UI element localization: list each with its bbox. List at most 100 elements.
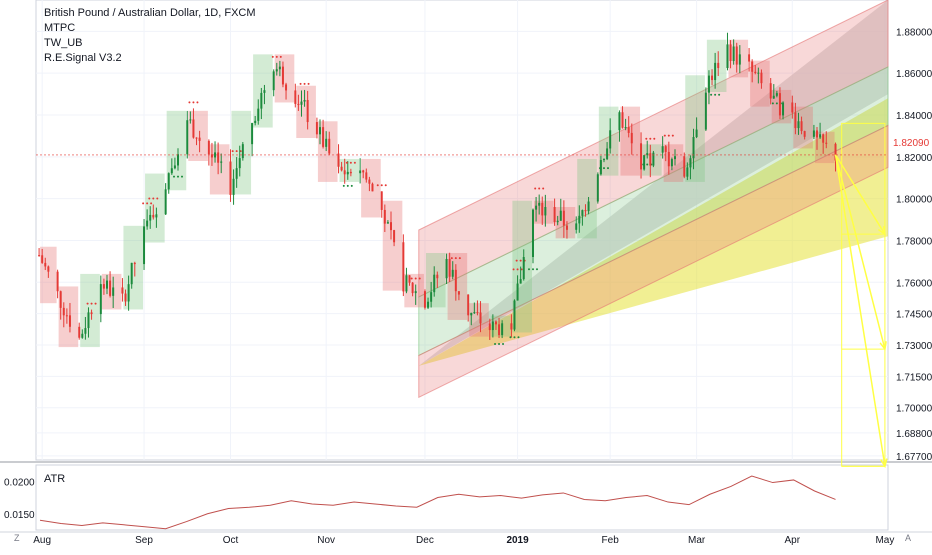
x-tick-label: 2019 (506, 535, 529, 546)
candle-body (454, 269, 457, 292)
candle-body (782, 102, 785, 116)
candle-body (112, 287, 115, 296)
candle-body (812, 130, 815, 137)
atr-label[interactable]: ATR (44, 473, 66, 485)
last-price-tag: 1.82090 (890, 137, 932, 151)
candle-body (393, 230, 396, 243)
candle-body (359, 170, 362, 174)
signal-dot (418, 277, 421, 280)
candle-body (189, 119, 192, 121)
candle-body (726, 44, 729, 69)
candle-body (470, 312, 473, 316)
x-tick-label: Dec (416, 535, 434, 546)
y-tick-label: 1.80000 (896, 195, 932, 206)
candle-body (164, 189, 167, 215)
candle-body (596, 174, 599, 202)
signal-dot (146, 202, 149, 205)
candle-body (238, 158, 241, 169)
indicator-mtpc[interactable]: MTPC (44, 22, 76, 34)
signal-dot (384, 184, 387, 187)
candle-body (44, 262, 47, 267)
atr-pane (35, 464, 889, 531)
candle-body (383, 209, 386, 224)
range-box (577, 158, 597, 239)
x-tick-label: Sep (135, 535, 153, 546)
candle-body (704, 92, 707, 130)
candle-body (587, 201, 590, 212)
candle-body (609, 130, 612, 149)
candle-body (729, 44, 732, 62)
candle-body (624, 127, 627, 129)
candle-body (430, 292, 433, 302)
signal-dot (646, 163, 649, 166)
candle-body (488, 323, 491, 331)
candle-body (467, 294, 470, 316)
range-box (274, 54, 295, 103)
candle-body (362, 170, 365, 173)
candle-body (834, 143, 837, 161)
candle-body (760, 72, 763, 84)
candle-body (738, 54, 741, 65)
signal-dot (536, 268, 538, 271)
candle-body (294, 90, 297, 104)
candle-body (649, 153, 652, 166)
candle-body (192, 119, 195, 138)
candle-body (578, 215, 581, 224)
candle-body (405, 275, 408, 292)
signal-dot (599, 167, 601, 170)
signal-dot (645, 137, 648, 140)
signal-dot (519, 259, 522, 262)
symbol-title[interactable]: British Pound / Australian Dollar, 1D, F… (44, 7, 256, 19)
candle-body (319, 127, 321, 135)
candle-body (686, 167, 689, 177)
projection-arrowhead (879, 341, 887, 352)
projection-arrow (834, 154, 886, 235)
candle-body (143, 226, 146, 265)
signal-dot (90, 302, 93, 305)
signal-dot (775, 102, 778, 105)
candle-body (198, 137, 201, 141)
timezone-icon[interactable]: Z (14, 533, 20, 543)
indicator-re-signal[interactable]: R.E.Signal V3.2 (44, 52, 122, 64)
signal-dot (513, 336, 516, 339)
signal-dot (177, 175, 179, 178)
candle-body (618, 112, 621, 131)
candle-body (732, 46, 735, 62)
signal-dot (649, 137, 652, 140)
indicator-tw-ub[interactable]: TW_UB (44, 37, 83, 49)
candle-body (541, 202, 544, 216)
signal-dot (534, 187, 537, 190)
range-box (685, 75, 705, 182)
candle-body (102, 284, 105, 289)
auto-scale-icon[interactable]: A (905, 533, 912, 543)
candle-body (322, 127, 325, 147)
signal-dot (353, 161, 356, 164)
signal-dot (150, 202, 153, 205)
candle-body (349, 171, 352, 174)
candle-body (433, 274, 436, 293)
candle-body (99, 284, 102, 315)
candle-body (646, 153, 649, 156)
y-tick-label: 1.88000 (896, 27, 932, 38)
signal-dot (714, 93, 717, 96)
signal-dot (275, 55, 278, 58)
candle-body (683, 156, 686, 177)
candle-body (603, 159, 605, 161)
candle-body (769, 83, 772, 99)
signal-dot (603, 167, 605, 170)
candle-body (621, 112, 624, 128)
candle-body (535, 205, 538, 210)
range-box (555, 207, 576, 239)
candle-body (146, 220, 149, 227)
candle-body (627, 127, 630, 133)
candle-body (436, 274, 439, 279)
candle-body (173, 165, 176, 169)
yellow-fan (418, 98, 888, 366)
signal-dot (414, 277, 417, 280)
signal-dot (532, 268, 534, 271)
candle-body (479, 312, 482, 324)
candle-body (825, 142, 828, 144)
y-tick-label: 1.82000 (896, 153, 932, 164)
signal-dot (458, 257, 461, 260)
candle-body (522, 257, 525, 280)
